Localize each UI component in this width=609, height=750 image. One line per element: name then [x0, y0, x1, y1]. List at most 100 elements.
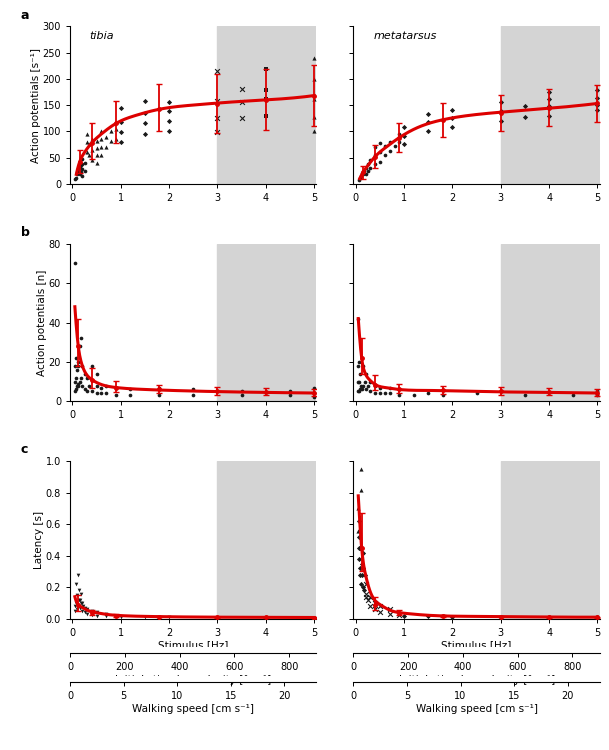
Point	[188, 383, 198, 395]
Text: c: c	[21, 443, 28, 457]
Y-axis label: Latency [s]: Latency [s]	[34, 511, 44, 569]
Point	[365, 600, 375, 612]
Point	[87, 144, 97, 156]
Point	[77, 158, 87, 170]
Point	[140, 118, 150, 130]
Point	[72, 589, 82, 601]
Point	[73, 377, 83, 389]
Point	[385, 146, 395, 158]
Point	[213, 126, 222, 138]
Point	[72, 380, 82, 392]
Point	[116, 116, 125, 128]
Point	[164, 97, 174, 109]
Y-axis label: Action potentials [n]: Action potentials [n]	[37, 269, 48, 376]
Point	[363, 594, 373, 606]
Point	[76, 332, 86, 344]
Point	[111, 134, 121, 146]
Point	[355, 172, 365, 184]
Point	[359, 584, 369, 596]
Point	[261, 93, 270, 105]
Point	[92, 368, 102, 380]
Point	[92, 149, 102, 161]
Point	[375, 136, 385, 148]
Point	[213, 65, 222, 77]
Point	[593, 104, 602, 116]
Point	[593, 84, 602, 96]
Point	[593, 92, 602, 104]
Point	[400, 130, 409, 142]
Point	[354, 531, 364, 543]
Point	[380, 140, 390, 152]
Point	[380, 388, 390, 400]
Point	[309, 52, 319, 64]
Point	[354, 376, 364, 388]
Point	[82, 386, 92, 398]
Point	[375, 146, 385, 158]
Point	[73, 568, 83, 580]
Point	[72, 603, 82, 615]
Point	[82, 128, 92, 140]
Bar	[217, 26, 319, 184]
Point	[361, 368, 370, 380]
Y-axis label: Action potentials [s⁻¹]: Action potentials [s⁻¹]	[31, 47, 41, 163]
Point	[75, 340, 85, 352]
Point	[365, 376, 375, 388]
Point	[385, 136, 395, 148]
Point	[70, 386, 80, 398]
Point	[363, 380, 373, 392]
Point	[520, 389, 530, 401]
Point	[125, 389, 135, 401]
Point	[85, 149, 94, 161]
Point	[125, 383, 135, 395]
X-axis label: Initial stimulus velocity [° s⁻¹]: Initial stimulus velocity [° s⁻¹]	[398, 675, 555, 685]
Point	[237, 386, 247, 398]
Point	[97, 125, 107, 137]
Point	[370, 149, 380, 161]
Point	[77, 170, 87, 182]
Point	[92, 135, 102, 147]
Point	[363, 158, 373, 170]
Point	[353, 386, 363, 398]
Point	[92, 607, 102, 619]
Point	[102, 608, 111, 619]
Point	[80, 157, 90, 169]
Point	[70, 376, 80, 388]
Point	[309, 110, 319, 122]
Point	[73, 380, 83, 392]
Point	[116, 136, 125, 148]
Point	[358, 562, 368, 574]
Point	[92, 142, 102, 154]
Point	[358, 360, 368, 372]
Point	[357, 383, 367, 395]
Point	[87, 604, 97, 616]
X-axis label: Initial stimulus velocity [° s⁻¹]: Initial stimulus velocity [° s⁻¹]	[115, 675, 272, 685]
Bar	[217, 461, 319, 619]
Point	[73, 356, 83, 368]
Point	[309, 388, 319, 400]
Text: tibia: tibia	[90, 31, 114, 41]
Point	[261, 110, 270, 122]
Point	[380, 149, 390, 161]
Point	[213, 94, 222, 106]
Point	[76, 587, 86, 599]
Point	[116, 610, 125, 622]
Point	[87, 386, 97, 398]
Point	[496, 97, 505, 109]
Point	[82, 608, 92, 620]
Point	[438, 389, 448, 401]
Point	[357, 568, 367, 580]
Point	[354, 515, 364, 527]
X-axis label: Stimulus [Hz]: Stimulus [Hz]	[442, 640, 512, 650]
Point	[92, 388, 102, 400]
Point	[593, 389, 602, 401]
Point	[354, 553, 364, 565]
Bar	[501, 461, 602, 619]
Point	[116, 126, 125, 138]
Point	[261, 63, 270, 75]
Point	[360, 376, 370, 388]
Point	[82, 146, 92, 158]
Point	[82, 136, 92, 148]
Point	[361, 383, 370, 395]
Point	[354, 174, 364, 186]
Point	[544, 86, 554, 98]
